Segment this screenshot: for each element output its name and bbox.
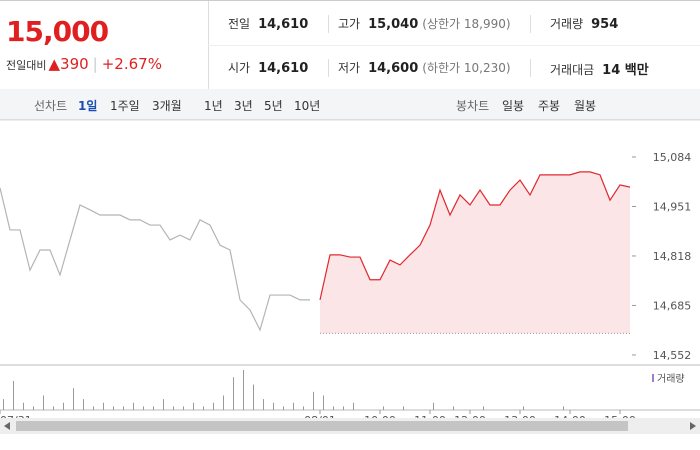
change-arrow: ▲ [48,55,61,73]
line [0,187,310,332]
tab[interactable]: 주봉 [538,99,561,113]
volume-bar [453,406,454,410]
volume-bar [263,399,264,410]
tab[interactable]: 3년 [234,99,253,113]
tab[interactable]: 1일 [78,99,98,113]
volume-bar [243,370,244,410]
stat-label: 저가 [338,61,361,75]
y-tick-label: 14,818 [653,250,692,263]
volume-bar [223,395,224,410]
volume-bar [323,395,324,410]
volume-bar [253,384,254,410]
volume-bar [53,406,54,410]
volume-bar [133,402,134,410]
y-tick-label: 14,951 [653,200,692,213]
volume-bar [433,402,434,410]
scroll-thumb[interactable] [16,421,628,431]
legend-label: 거래량 [657,373,685,385]
summary: 15,000 전일대비 ▲390 | +2.67% 전일 14,610 고가 15,040(… [0,0,700,90]
stat-value: 14 백만 [602,63,649,78]
stat: 시가 14,610 [228,59,308,76]
volume-bar [303,406,304,410]
volume-bar [83,399,84,410]
volume-bar [403,406,404,410]
volume-bar [183,406,184,410]
tab[interactable]: 3개월 [152,99,182,113]
scroll-arrow [4,422,10,430]
stat: 전일 14,610 [228,15,308,32]
volume-bar [273,402,274,410]
tab-bar: 선차트 1일 1주일 3개월 1년 3년 5년 10년 봉차트 일봉 주봉 월봉 [0,89,700,120]
stat-value: 954 [591,17,619,32]
line [319,171,631,301]
change-pct: +2.67% [101,55,162,73]
stat: 고가 15,040 (상한가 18,990) [338,15,511,32]
legend-swatch [652,374,654,382]
volume-bar [343,406,344,410]
stat-label: 고가 [338,17,361,31]
change-label: 전일대비 [6,59,47,72]
y-tick-label: 15,084 [653,151,692,164]
stat-label: 시가 [228,61,251,75]
area [320,171,630,334]
scroll-arrow [690,422,696,430]
stat-value: 14,600 [368,61,419,76]
stat: 거래량 954 [550,15,618,32]
stat-label: 거래량 [550,17,584,31]
volume-bar [163,399,164,410]
stat: 저가 14,600 (하한가 10,230) [338,59,511,76]
stat-sub: (하한가 10,230) [422,61,511,75]
volume-bar [93,406,94,410]
price-box: 15,000 전일대비 ▲390 | +2.67% [0,1,209,89]
volume-bar [313,391,314,410]
stat-label: 거래대금 [550,63,595,77]
volume-bar [63,402,64,410]
change: 전일대비 ▲390 | +2.67% [6,55,162,73]
stat: 거래대금 14 백만 [550,59,649,78]
volume-bar [353,402,354,410]
stat-value: 15,040 [368,17,419,32]
volume-bar [523,406,524,410]
stat-value: 14,610 [258,17,309,32]
tab[interactable]: 1년 [204,99,223,113]
y-tick-label: 14,685 [653,299,692,312]
volume-bar [193,402,194,410]
tab[interactable]: 10년 [294,99,321,113]
y-tick-label: 14,552 [653,349,692,362]
volume-bar [483,406,484,410]
volume-bar [213,402,214,410]
tab-group-label: 봉차트 [456,99,490,113]
volume-bar [13,380,14,410]
volume-bar [153,406,154,410]
volume-bar [73,388,74,410]
volume-bar [173,406,174,410]
volume-bar [283,406,284,410]
volume-bar [43,395,44,410]
volume-bar [23,402,24,410]
volume-bar [103,402,104,410]
volume-bar [383,406,384,410]
stat-label: 전일 [228,17,251,31]
tab[interactable]: 월봉 [574,99,597,113]
tab[interactable]: 5년 [264,99,283,113]
volume-bar [333,406,334,410]
volume-bar [3,399,4,410]
tab-group-label: 선차트 [34,99,68,113]
stat-sub: (상한가 18,990) [422,17,511,31]
volume-bar [113,406,114,410]
volume-bar [293,402,294,410]
volume-bar [143,406,144,410]
volume-bar [203,406,204,410]
price: 15,000 [6,15,109,48]
volume-bar [563,406,564,410]
tab[interactable]: 일봉 [502,99,525,113]
volume-bar [33,406,34,410]
volume-bar [123,406,124,410]
change-value: 390 [60,55,89,73]
volume-bar [233,377,234,410]
stat-value: 14,610 [258,61,309,76]
tab[interactable]: 1주일 [110,99,140,113]
chart: 15,08414,95114,81814,68514,552거래량07/3108… [0,120,700,434]
